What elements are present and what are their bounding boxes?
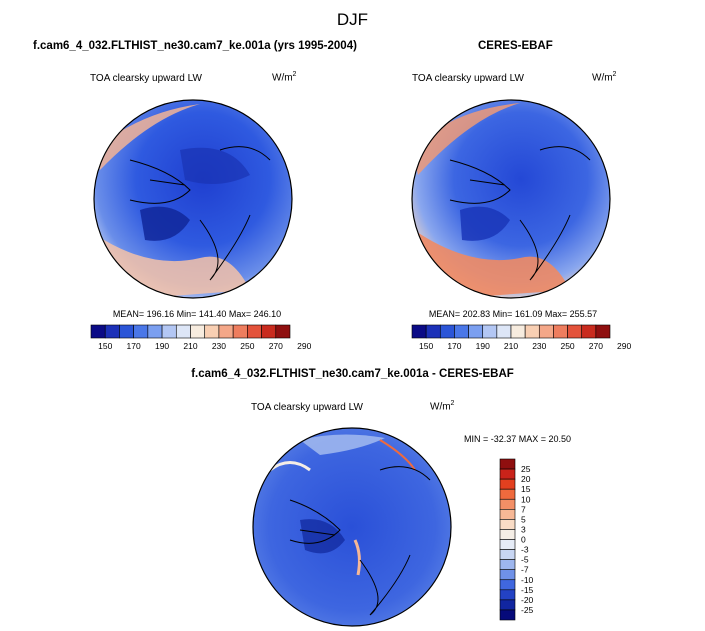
model-colorbar: 150 170 190 210 230 250 270 290 — [90, 324, 312, 351]
model-colorbar-label: 290 — [297, 341, 311, 351]
obs-stats: MEAN= 202.83 Min= 161.09 Max= 255.57 — [428, 309, 598, 319]
diff-colorbar-box — [499, 579, 516, 591]
model-colorbar-label: 230 — [212, 341, 226, 351]
diff-colorbar-box — [499, 519, 516, 530]
diff-colorbar-box — [499, 609, 516, 621]
obs-colorbar-label: 190 — [476, 341, 490, 351]
diff-units-label: W/m2 — [430, 400, 455, 413]
model-colorbar-box — [161, 324, 177, 339]
diff-colorbar-box — [499, 569, 516, 581]
model-colorbar-label: 150 — [98, 341, 112, 351]
obs-units-label: W/m2 — [592, 71, 617, 84]
obs-colorbar-box — [411, 324, 427, 339]
diff-colorbar-label: -20 — [521, 595, 534, 605]
diff-colorbar-box — [499, 468, 516, 480]
diff-colorbar-label: 15 — [521, 484, 531, 494]
model-colorbar-label: 170 — [127, 341, 141, 351]
diff-panel-title: f.cam6_4_032.FLTHIST_ne30.cam7_ke.001a -… — [191, 368, 514, 380]
obs-colorbar-label: 270 — [589, 341, 603, 351]
model-colorbar-box — [190, 324, 206, 339]
diff-colorbar-box — [499, 458, 516, 470]
model-colorbar-box — [104, 324, 120, 339]
diff-colorbar-label: -15 — [521, 585, 534, 595]
model-colorbar-box — [133, 324, 149, 339]
diff-colorbar-label: -7 — [521, 565, 529, 575]
obs-colorbar-box — [510, 324, 526, 339]
model-colorbar-box — [232, 324, 248, 339]
obs-variable-label: TOA clearsky upward LW — [412, 73, 524, 84]
obs-colorbar-label: 290 — [617, 341, 631, 351]
obs-colorbar-box — [567, 324, 583, 339]
diff-colorbar-box — [499, 559, 516, 570]
obs-colorbar-box — [468, 324, 484, 339]
model-colorbar-label: 190 — [155, 341, 169, 351]
diff-colorbar-label: -10 — [521, 575, 534, 585]
diff-colorbar-label: -3 — [521, 545, 529, 555]
season-title: DJF — [336, 10, 369, 29]
diff-colorbar-box — [499, 549, 516, 560]
obs-colorbar-label: 170 — [447, 341, 461, 351]
model-colorbar-label: 210 — [183, 341, 197, 351]
diff-colorbar-box — [499, 509, 516, 520]
model-colorbar-box — [247, 324, 262, 339]
diff-colorbar-label: 3 — [521, 524, 526, 534]
obs-colorbar-box — [496, 324, 512, 339]
obs-colorbar-box — [425, 324, 441, 339]
diff-colorbar-label: 0 — [521, 535, 526, 545]
obs-colorbar-box — [482, 324, 498, 339]
obs-colorbar: 150 170 190 210 230 250 270 290 — [411, 324, 632, 351]
diff-colorbar-label: 10 — [521, 494, 531, 504]
model-colorbar-box — [275, 324, 291, 339]
diff-variable-label: TOA clearsky upward LW — [251, 402, 363, 413]
model-colorbar-box — [175, 324, 191, 339]
model-colorbar-box — [90, 324, 106, 339]
obs-colorbar-box — [524, 324, 540, 339]
diff-colorbar-label: 5 — [521, 514, 526, 524]
model-colorbar-label: 270 — [269, 341, 283, 351]
model-stats: MEAN= 196.16 Min= 141.40 Max= 246.10 — [112, 309, 282, 319]
diff-stats: MIN = -32.37 MAX = 20.50 — [464, 434, 572, 444]
model-colorbar-box — [204, 324, 220, 339]
obs-panel-title: CERES-EBAF — [478, 40, 553, 52]
diff-colorbar-box — [499, 478, 516, 490]
model-colorbar-box — [147, 324, 163, 339]
diff-colorbar-box — [499, 529, 516, 540]
obs-colorbar-box — [581, 324, 597, 339]
obs-colorbar-box — [553, 324, 568, 339]
model-panel-title: f.cam6_4_032.FLTHIST_ne30.cam7_ke.001a (… — [33, 40, 357, 52]
model-colorbar-label: 250 — [240, 341, 254, 351]
model-variable-label: TOA clearsky upward LW — [90, 73, 202, 84]
diff-colorbar-box — [499, 599, 516, 611]
model-units-label: W/m2 — [272, 71, 297, 84]
diff-colorbar-label: -25 — [521, 605, 534, 615]
diff-colorbar-label: 25 — [521, 464, 531, 474]
model-colorbar-box — [261, 324, 277, 339]
obs-colorbar-box — [439, 324, 455, 339]
diff-colorbar-box — [499, 539, 516, 550]
obs-map — [411, 99, 611, 299]
obs-colorbar-box — [595, 324, 611, 339]
diff-map — [252, 427, 452, 627]
obs-colorbar-label: 210 — [504, 341, 518, 351]
obs-colorbar-label: 250 — [560, 341, 574, 351]
diff-colorbar-box — [499, 498, 516, 510]
diff-colorbar-box — [499, 488, 516, 500]
model-colorbar-box — [218, 324, 234, 339]
model-map — [93, 99, 293, 299]
model-colorbar-box — [119, 324, 134, 339]
diff-colorbar-label: -5 — [521, 555, 529, 565]
diff-colorbar-label: 20 — [521, 474, 531, 484]
obs-colorbar-label: 150 — [419, 341, 433, 351]
obs-colorbar-box — [538, 324, 554, 339]
diff-colorbar-box — [499, 589, 516, 601]
obs-colorbar-box — [454, 324, 469, 339]
obs-colorbar-label: 230 — [532, 341, 546, 351]
diff-colorbar-label: 7 — [521, 504, 526, 514]
